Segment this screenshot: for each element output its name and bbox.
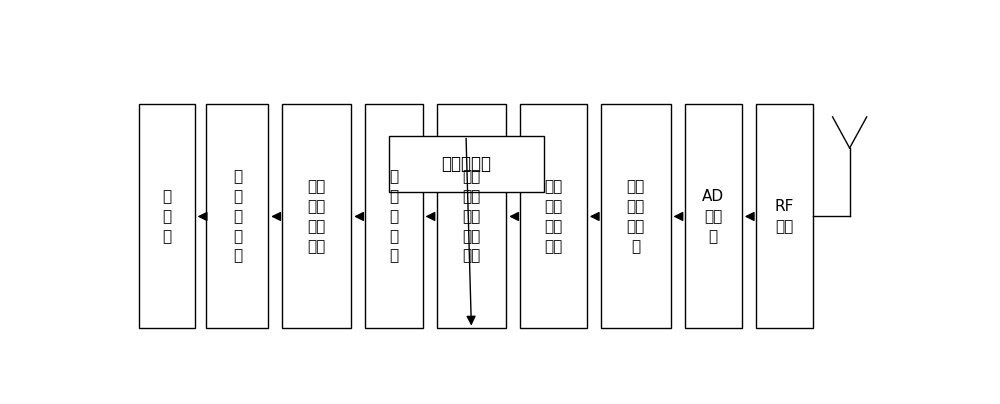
Text: 干扰
对消
子载
波移
除器: 干扰 对消 子载 波移 除器 [462,169,481,263]
Bar [282,105,351,328]
Bar [601,105,671,328]
Bar [206,105,268,328]
Bar [520,105,587,328]
Text: 频谱感知器: 频谱感知器 [441,155,491,173]
Text: 并
串
变
换
器: 并 串 变 换 器 [389,169,398,263]
Bar [685,105,742,328]
Bar [388,136,544,191]
Text: 去循
环段
前缀
器: 去循 环段 前缀 器 [627,179,645,254]
Bar [756,105,813,328]
Text: 信道
估计
与均
衡器: 信道 估计 与均 衡器 [307,179,326,254]
Text: 判
决
译
码
器: 判 决 译 码 器 [233,169,242,263]
Text: RF
接收: RF 接收 [775,199,794,234]
Text: 快速
傅立
叶变
换器: 快速 傅立 叶变 换器 [544,179,563,254]
Bar [139,105,195,328]
Text: AD
变换
器: AD 变换 器 [702,189,724,244]
Bar [437,105,506,328]
Text: 解
码
器: 解 码 器 [162,189,171,244]
Bar [365,105,423,328]
